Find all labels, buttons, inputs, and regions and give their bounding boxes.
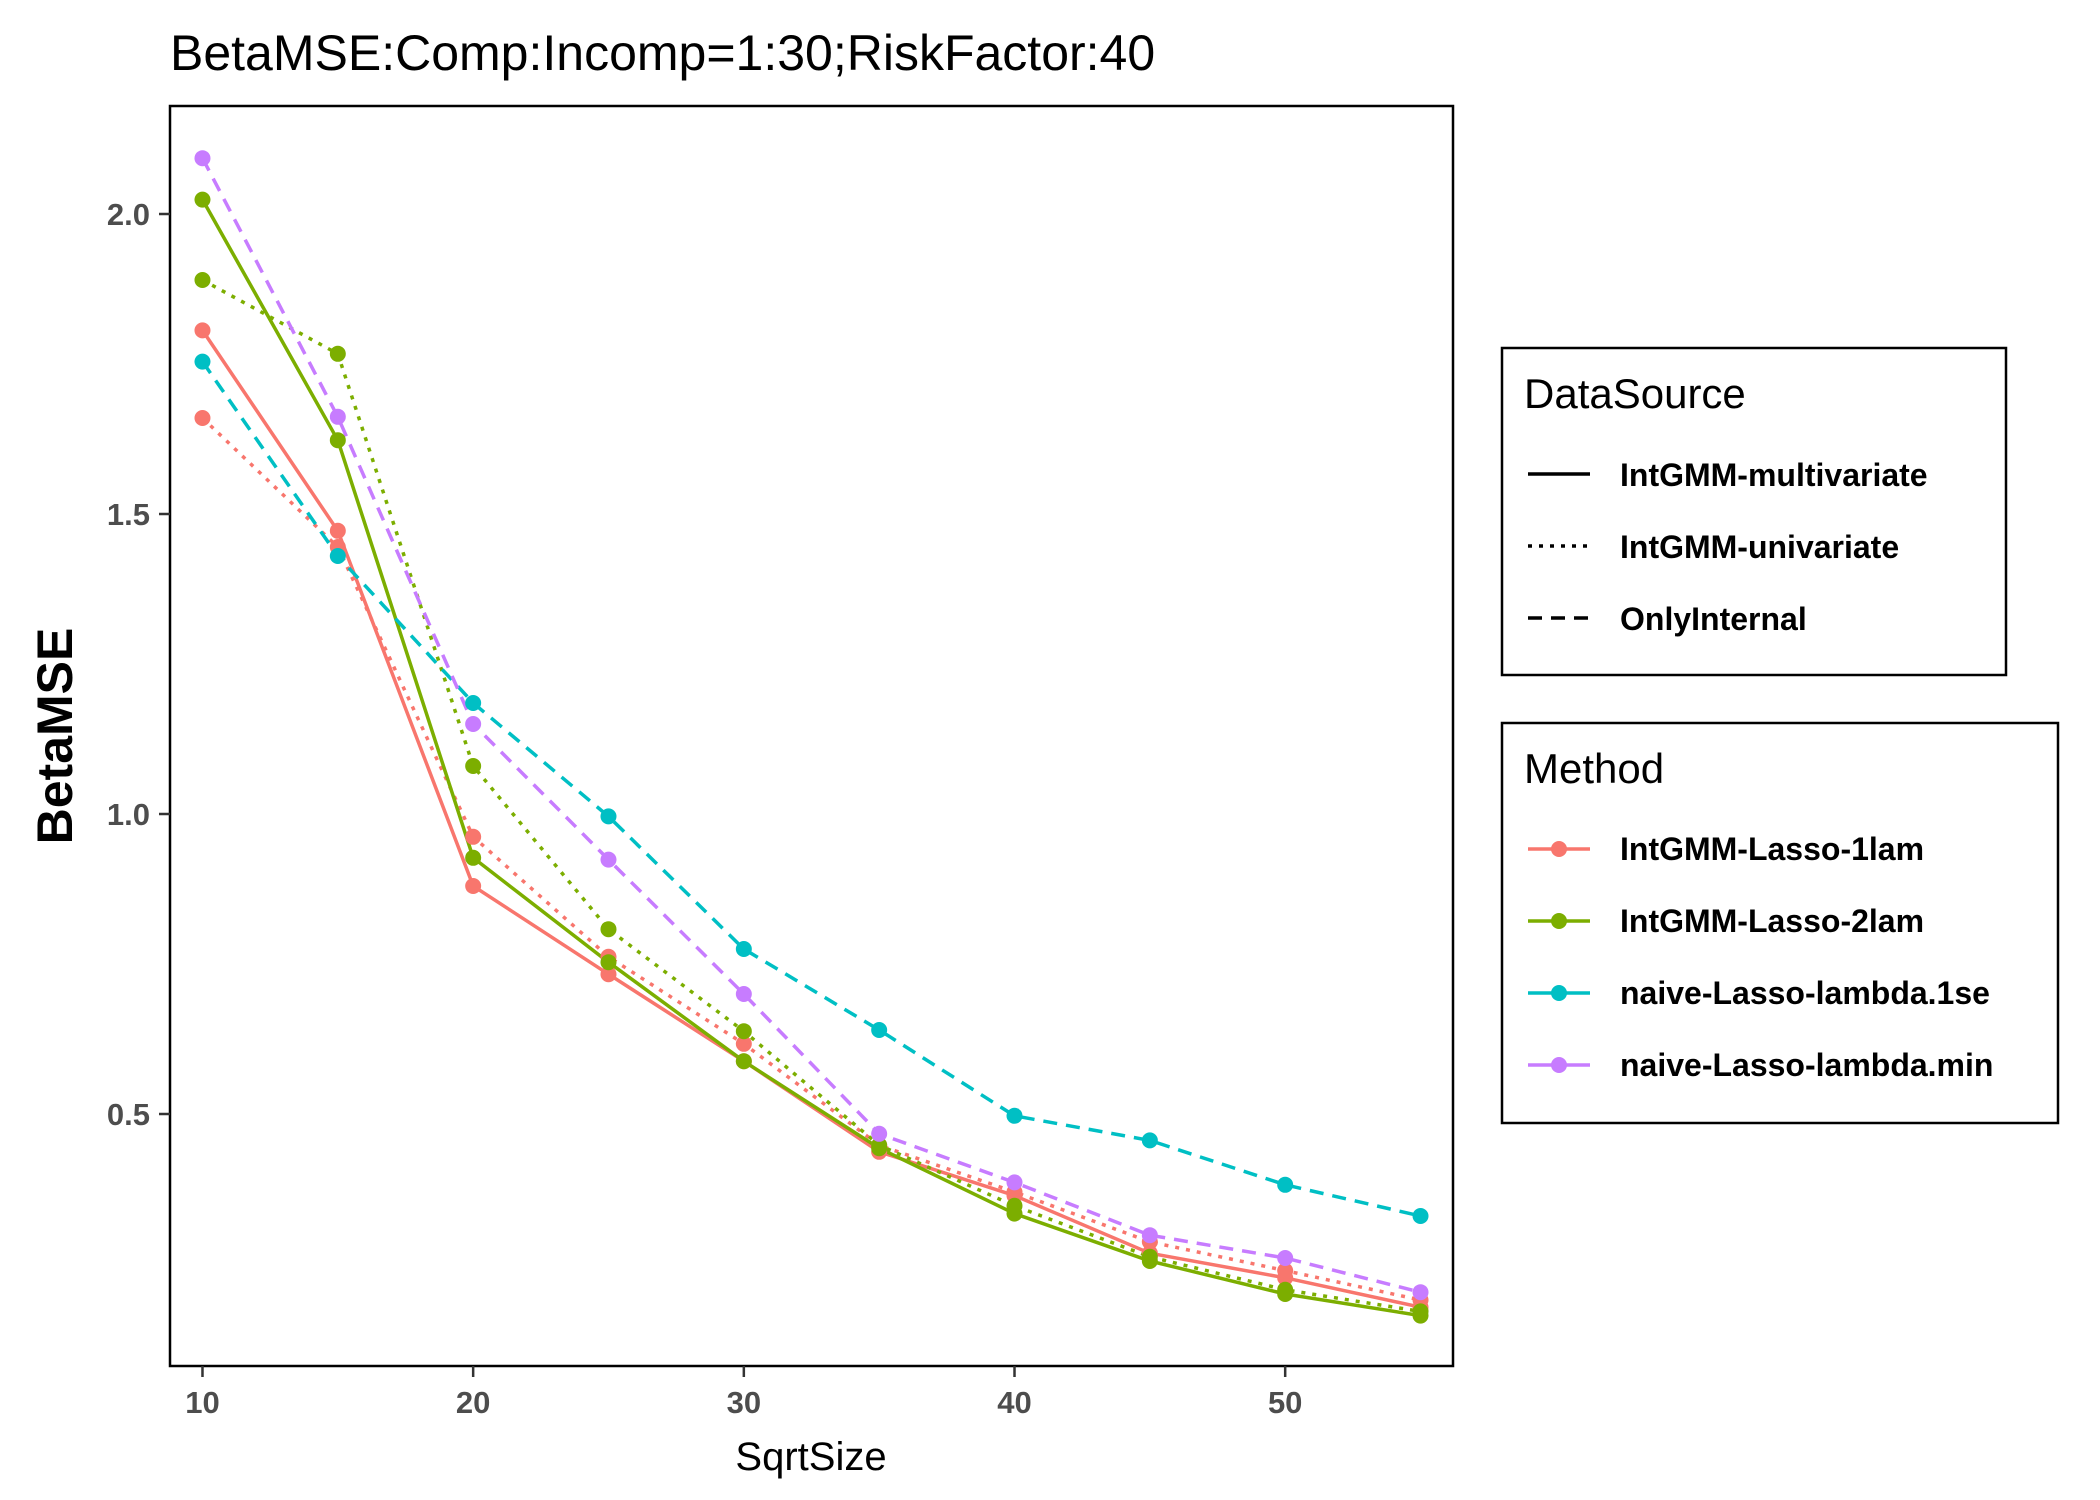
legend-label-2lam: IntGMM-Lasso-2lam — [1620, 903, 1924, 939]
series-points — [194, 150, 1429, 1324]
data-point-naive-lasso-lambda-1se-onlyinternal — [871, 1022, 888, 1038]
data-point-intgmm-lasso-2lam-intgmm-univariate — [1141, 1248, 1158, 1265]
data-point-intgmm-lasso-1lam-intgmm-univariate — [194, 410, 211, 426]
data-point-intgmm-lasso-2lam-intgmm-univariate — [1412, 1303, 1429, 1320]
legend-label-1se: naive-Lasso-lambda.1se — [1620, 975, 1990, 1011]
data-point-naive-lasso-lambda-1se-onlyinternal — [1006, 1107, 1023, 1124]
legend-key-point — [1551, 841, 1567, 857]
series-line-naive-lasso-lambda-min-onlyinternal — [200, 157, 1421, 1294]
data-point-naive-lasso-lambda-min-onlyinternal — [1277, 1250, 1294, 1266]
data-point-intgmm-lasso-1lam-intgmm-multivariate — [465, 878, 482, 894]
plot-frame — [168, 104, 1455, 1368]
data-point-naive-lasso-lambda-1se-onlyinternal — [1141, 1132, 1158, 1149]
x-tick-label: 50 — [1268, 1385, 1302, 1420]
data-point-naive-lasso-lambda-1se-onlyinternal — [1412, 1208, 1429, 1224]
x-tick-label: 30 — [727, 1385, 761, 1420]
legend-datasource: DataSource IntGMM-multivariate IntGMM-un… — [1500, 346, 2008, 677]
x-axis-title: SqrtSize — [735, 1435, 886, 1479]
data-point-intgmm-lasso-1lam-intgmm-univariate — [465, 828, 482, 845]
data-point-naive-lasso-lambda-min-onlyinternal — [465, 716, 482, 732]
data-point-naive-lasso-lambda-min-onlyinternal — [1412, 1284, 1429, 1301]
series-line-intgmm-lasso-1lam-intgmm-univariate — [201, 416, 1421, 1302]
data-point-naive-lasso-lambda-min-onlyinternal — [194, 150, 211, 167]
data-point-naive-lasso-lambda-1se-onlyinternal — [1277, 1176, 1294, 1193]
data-point-naive-lasso-lambda-min-onlyinternal — [735, 986, 752, 1002]
data-point-intgmm-lasso-2lam-intgmm-univariate — [600, 921, 617, 938]
legend-method-title: Method — [1524, 745, 1664, 792]
data-point-intgmm-lasso-2lam-intgmm-univariate — [735, 1023, 752, 1040]
legend-key-point — [1551, 1057, 1567, 1073]
legend-label-multivariate: IntGMM-multivariate — [1620, 457, 1928, 493]
legend-key-point — [1551, 985, 1567, 1001]
data-point-intgmm-lasso-2lam-intgmm-multivariate — [465, 849, 482, 866]
data-point-intgmm-lasso-2lam-intgmm-multivariate — [329, 432, 346, 449]
legend-method-box — [1500, 721, 2060, 1125]
y-axis-title: BetaMSE — [27, 628, 83, 845]
y-tick-label: 1.0 — [107, 797, 150, 832]
x-tick-label: 10 — [185, 1385, 219, 1420]
series-line-naive-lasso-lambda-1se-onlyinternal — [201, 360, 1421, 1218]
series-line-intgmm-lasso-1lam-intgmm-multivariate — [201, 329, 1421, 1309]
data-point-intgmm-lasso-2lam-intgmm-univariate — [329, 345, 346, 362]
legend-label-univariate: IntGMM-univariate — [1620, 529, 1899, 565]
chart-title: BetaMSE:Comp:Incomp=1:30;RiskFactor:40 — [170, 25, 1155, 81]
y-tick-label: 0.5 — [107, 1097, 150, 1132]
data-point-intgmm-lasso-2lam-intgmm-univariate — [465, 758, 482, 774]
data-point-intgmm-lasso-2lam-intgmm-multivariate — [600, 954, 617, 971]
data-point-intgmm-lasso-1lam-intgmm-multivariate — [329, 522, 346, 539]
data-point-intgmm-lasso-2lam-intgmm-univariate — [1277, 1281, 1294, 1298]
data-point-naive-lasso-lambda-min-onlyinternal — [600, 851, 617, 868]
plot-area: 10 20 30 40 50 0.5 1.0 1.5 2.0 — [107, 104, 1455, 1420]
legend-label-onlyinternal: OnlyInternal — [1620, 601, 1807, 637]
data-point-intgmm-lasso-2lam-intgmm-univariate — [871, 1137, 888, 1154]
y-tick-label: 1.5 — [107, 497, 150, 532]
data-point-naive-lasso-lambda-1se-onlyinternal — [600, 808, 617, 825]
data-point-naive-lasso-lambda-min-onlyinternal — [871, 1125, 888, 1142]
legend-method: Method IntGMM-Lasso-1lam IntGMM-Lasso-2l… — [1500, 721, 2060, 1125]
x-axis: 10 20 30 40 50 — [185, 1366, 1302, 1420]
x-tick-label: 20 — [456, 1385, 490, 1420]
data-point-naive-lasso-lambda-min-onlyinternal — [1141, 1227, 1158, 1244]
data-point-naive-lasso-lambda-1se-onlyinternal — [194, 353, 211, 370]
data-point-naive-lasso-lambda-1se-onlyinternal — [735, 941, 752, 957]
data-point-intgmm-lasso-2lam-intgmm-multivariate — [194, 191, 211, 208]
data-point-naive-lasso-lambda-1se-onlyinternal — [329, 548, 346, 564]
data-point-intgmm-lasso-1lam-intgmm-multivariate — [194, 322, 211, 339]
legend-datasource-box — [1500, 346, 2008, 677]
legend-label-min: naive-Lasso-lambda.min — [1620, 1047, 1993, 1083]
series-line-intgmm-lasso-2lam-intgmm-univariate — [201, 278, 1421, 1314]
x-tick-label: 40 — [997, 1385, 1031, 1420]
series-line-intgmm-lasso-2lam-intgmm-multivariate — [200, 198, 1421, 1318]
data-point-intgmm-lasso-2lam-intgmm-univariate — [1006, 1197, 1023, 1214]
legend-key-point — [1551, 913, 1567, 929]
data-point-naive-lasso-lambda-1se-onlyinternal — [465, 695, 482, 711]
data-point-naive-lasso-lambda-min-onlyinternal — [1006, 1174, 1023, 1191]
data-point-intgmm-lasso-1lam-intgmm-univariate — [1277, 1262, 1294, 1279]
data-point-intgmm-lasso-2lam-intgmm-univariate — [194, 272, 211, 288]
y-axis: 0.5 1.0 1.5 2.0 — [107, 197, 170, 1132]
series-lines — [200, 157, 1421, 1318]
data-point-intgmm-lasso-1lam-intgmm-univariate — [735, 1035, 752, 1052]
y-tick-label: 2.0 — [107, 197, 150, 232]
legend-label-1lam: IntGMM-Lasso-1lam — [1620, 831, 1924, 867]
data-point-naive-lasso-lambda-min-onlyinternal — [329, 408, 346, 425]
data-point-intgmm-lasso-2lam-intgmm-multivariate — [735, 1053, 752, 1070]
legend-datasource-title: DataSource — [1524, 370, 1746, 417]
data-point-intgmm-lasso-1lam-intgmm-multivariate — [600, 966, 617, 983]
